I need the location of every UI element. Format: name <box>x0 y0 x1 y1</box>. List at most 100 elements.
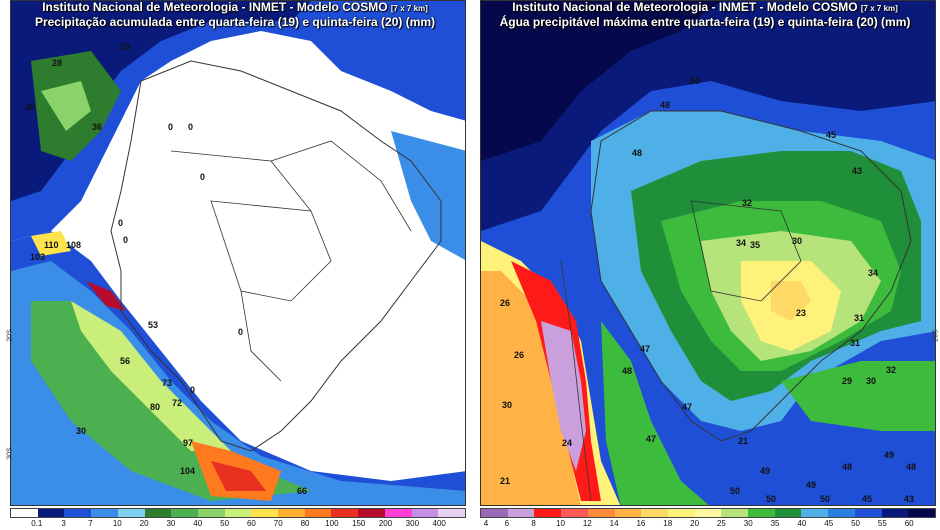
scale-swatch <box>117 509 145 517</box>
precip-value-label: 20 <box>120 42 131 52</box>
scale-tick-label: 20 <box>690 519 700 528</box>
scale-tick-label: 30 <box>166 519 176 528</box>
precipitation-title-line1: Instituto Nacional de Meteorologia - INM… <box>42 0 428 14</box>
pw-value-label: 43 <box>852 166 863 176</box>
precip-value-label: 97 <box>183 438 194 448</box>
scale-swatch <box>614 509 642 517</box>
pw-value-label: 48 <box>632 148 643 158</box>
scale-tick-label: 8 <box>531 519 536 528</box>
scale-tick-label: 4 <box>483 519 489 528</box>
pw-value-label: 21 <box>738 436 749 446</box>
pw-value-label: 48 <box>622 366 633 376</box>
scale-swatch <box>721 509 749 517</box>
precip-value-label: 0 <box>190 385 196 395</box>
precipitation-map <box>10 0 466 506</box>
precip-value-label: 73 <box>162 378 173 388</box>
scale-tick-label: 35 <box>770 519 780 528</box>
precipitable-water-color-scale <box>480 508 936 518</box>
scale-tick-label: 12 <box>582 519 592 528</box>
pw-value-label: 30 <box>502 400 513 410</box>
pw-value-label: 47 <box>646 434 657 444</box>
pw-value-label: 43 <box>904 494 915 504</box>
precip-value-label: 80 <box>150 402 161 412</box>
scale-tick-label: 7 <box>88 519 93 528</box>
precip-value-label: 0 <box>238 327 244 337</box>
scale-tick-label: 14 <box>609 519 619 528</box>
pw-value-label: 48 <box>660 100 671 110</box>
scale-swatch <box>801 509 829 517</box>
scale-swatch <box>278 509 305 517</box>
scale-swatch <box>251 509 279 517</box>
scale-swatch <box>64 509 92 517</box>
scale-tick-label: 150 <box>352 519 366 528</box>
scale-tick-label: 300 <box>405 519 420 528</box>
pw-value-label: 48 <box>842 462 853 472</box>
precipitable-water-map-graphic <box>481 1 935 505</box>
pw-value-label: 47 <box>682 402 693 412</box>
precipitation-scale-labels: 0.1 3 7 10 20 30 40 50 60 70 80 100 150 200 300 400 <box>10 519 466 530</box>
pw-value-label: 29 <box>842 376 853 386</box>
pw-value-label: 35 <box>750 240 761 250</box>
scale-tick-label: 20 <box>139 519 149 528</box>
pw-value-label: 45 <box>862 494 873 504</box>
scale-swatch <box>384 509 412 517</box>
precip-value-label: 66 <box>297 486 308 496</box>
scale-tick-label: 16 <box>636 519 646 528</box>
precip-value-label: 103 <box>30 252 46 262</box>
precipitable-water-title-line1: Instituto Nacional de Meteorologia - INM… <box>512 0 898 14</box>
scale-swatch <box>304 509 332 517</box>
scale-swatch <box>481 509 508 517</box>
scale-tick-label: 55 <box>877 519 887 528</box>
precip-value-label: 0 <box>118 218 124 228</box>
scale-swatch <box>908 509 935 517</box>
pw-value-label: 24 <box>562 438 573 448</box>
precipitation-title-line2: Precipitação acumulada entre quarta-feir… <box>34 15 436 29</box>
pw-value-label: 26 <box>500 298 511 308</box>
pw-value-label: 48 <box>906 462 917 472</box>
scale-swatch <box>171 509 198 517</box>
scale-swatch <box>534 509 562 517</box>
precipitation-color-scale <box>10 508 466 518</box>
pw-value-label: 32 <box>742 198 753 208</box>
scale-tick-label: 60 <box>904 519 914 528</box>
precip-value-label: 28 <box>52 58 63 68</box>
precipitable-water-scale-labels: 4 6 8 10 12 14 16 18 20 25 30 35 40 45 50 55 60 <box>480 519 936 530</box>
scale-tick-label: 3 <box>61 519 66 528</box>
pw-value-label: 21 <box>500 476 511 486</box>
scale-tick-label: 60 <box>246 519 256 528</box>
pw-value-label: 50 <box>766 494 777 504</box>
precip-value-label: 110 <box>44 240 59 250</box>
precip-value-label: 0 <box>200 172 206 182</box>
pw-value-label: 30 <box>866 376 877 386</box>
pw-value-label: 34 <box>868 268 879 278</box>
pw-value-label: 26 <box>514 350 525 360</box>
scale-tick-label: 50 <box>220 519 230 528</box>
pw-value-label: 30 <box>792 236 803 246</box>
precipitable-water-title-line2: Água precipitável máxima entre quarta-fe… <box>499 15 911 29</box>
scale-tick-label: 25 <box>716 519 726 528</box>
precipitable-water-map <box>480 0 936 506</box>
scale-swatch <box>507 509 535 517</box>
precip-value-label: 108 <box>66 240 82 250</box>
precip-value-label: 36 <box>92 122 103 132</box>
precip-value-label: 56 <box>120 356 131 366</box>
precip-value-label: 0 <box>188 122 194 132</box>
scale-tick-label: 30 <box>743 519 753 528</box>
scale-swatch <box>144 509 172 517</box>
lat-tick-label: 30S <box>6 447 14 460</box>
precipitation-map-graphic <box>11 1 465 505</box>
scale-swatch <box>881 509 909 517</box>
scale-tick-label: 40 <box>797 519 807 528</box>
scale-swatch <box>331 509 359 517</box>
precip-value-label: 0 <box>168 122 174 132</box>
scale-tick-label: 45 <box>824 519 834 528</box>
scale-tick-label: 6 <box>504 519 510 528</box>
scale-tick-label: 80 <box>300 519 310 528</box>
scale-swatch <box>11 509 38 517</box>
scale-tick-label: 10 <box>112 519 122 528</box>
scale-swatch <box>438 509 465 517</box>
scale-swatch <box>774 509 802 517</box>
pw-value-label: 47 <box>640 344 651 354</box>
pw-value-label: 31 <box>854 313 865 323</box>
precipitable-water-panel: Instituto Nacional de Meteorologia - INM… <box>470 0 940 530</box>
